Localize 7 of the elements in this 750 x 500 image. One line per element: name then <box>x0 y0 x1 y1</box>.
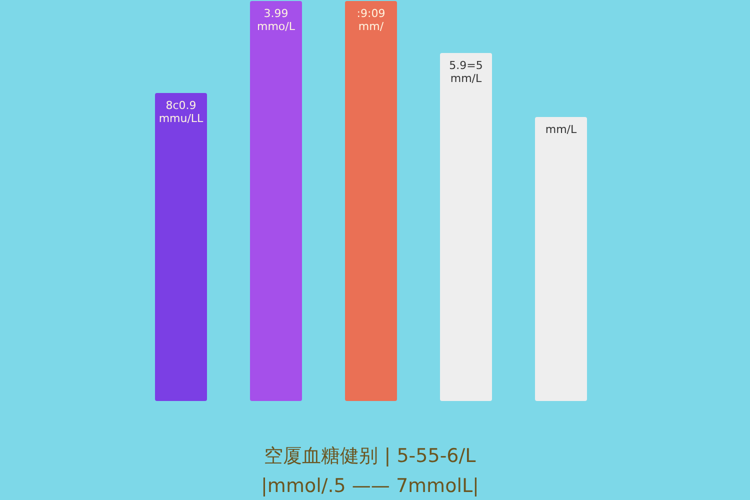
text: 空厦血糖健别 | 5-55-6/L <box>264 445 476 467</box>
annotation: 3.99 mmo/L <box>257 7 296 33</box>
annotation: :9:09 mm/ <box>356 7 386 33</box>
text: |mmol/.5 —— 7mmolL| <box>261 475 479 497</box>
annotation: 5.9=5 mm/L <box>449 59 483 85</box>
annotation: mm/L <box>545 123 578 136</box>
annotation: 8c0.9 mmu/LL <box>158 99 204 125</box>
